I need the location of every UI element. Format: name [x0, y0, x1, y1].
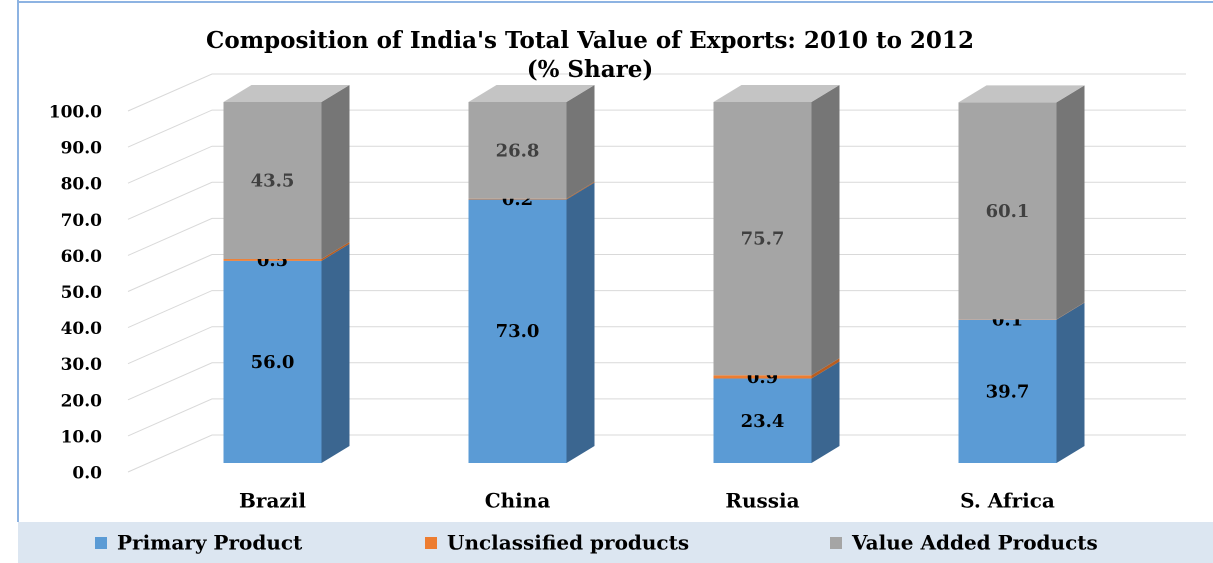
bar-top	[713, 85, 840, 102]
bar-side	[321, 242, 350, 261]
y-tick-label: 0.0	[72, 464, 102, 484]
y-tick-label: 100.0	[49, 103, 102, 123]
x-tick-label: Russia	[725, 489, 799, 513]
grid-line	[127, 398, 1186, 437]
bar-side	[1056, 302, 1085, 320]
grid-line	[127, 217, 1186, 256]
bar-side	[566, 85, 595, 199]
y-tick-label: 90.0	[61, 139, 103, 159]
bar-segment	[223, 259, 322, 261]
bar-side	[321, 243, 350, 463]
bar-segment	[468, 199, 567, 463]
bar-segment	[713, 102, 812, 376]
legend-swatch	[425, 537, 437, 549]
grid-line	[127, 109, 1186, 148]
grid-line	[127, 362, 1186, 401]
bar-segment	[223, 260, 322, 463]
grid-line	[127, 73, 1186, 112]
chart-title: Composition of India's Total Value of Ex…	[206, 27, 974, 83]
y-tick-label: 10.0	[61, 427, 103, 447]
y-tick-label: 30.0	[61, 355, 103, 375]
y-tick-label: 70.0	[61, 211, 103, 231]
value-label: 75.7	[741, 229, 785, 250]
y-tick-label: 20.0	[61, 391, 103, 411]
bar-side	[566, 181, 595, 200]
value-label: 43.5	[251, 171, 295, 192]
grid-line	[127, 326, 1186, 365]
value-label: 56.0	[251, 352, 295, 373]
grid-line	[127, 254, 1186, 292]
value-label: 39.7	[986, 381, 1030, 402]
value-label: 60.1	[986, 201, 1030, 222]
x-tick-label: China	[485, 489, 551, 513]
x-tick-label: Brazil	[239, 489, 306, 513]
bar-segment	[713, 378, 812, 463]
grid-line	[127, 290, 1186, 329]
y-tick-label: 60.0	[61, 247, 103, 267]
legend-swatch	[95, 537, 107, 549]
y-tick-label: 40.0	[61, 319, 103, 339]
bar-side	[1056, 302, 1085, 463]
bar-side	[566, 182, 595, 463]
legend-label: Unclassified products	[447, 531, 689, 555]
bar-segment	[468, 198, 567, 200]
grid-line	[127, 145, 1186, 184]
x-tick-label: S. Africa	[960, 489, 1055, 513]
bar-side	[811, 361, 840, 463]
bar-segment	[223, 102, 322, 260]
y-tick-label: 80.0	[61, 175, 103, 195]
value-label: 73.0	[496, 321, 540, 342]
bar-segment	[958, 102, 1057, 320]
bar-segment	[468, 102, 567, 199]
y-tick-label: 50.0	[61, 283, 103, 303]
bar-segment	[713, 375, 812, 379]
legend-label: Value Added Products	[851, 531, 1098, 555]
bar-side	[811, 85, 840, 376]
bar-segment	[958, 319, 1057, 463]
grid-line	[127, 181, 1186, 220]
value-label: 26.8	[496, 140, 540, 161]
bar-side	[811, 358, 840, 379]
bar-top	[958, 85, 1085, 103]
bar-side	[1056, 85, 1085, 320]
bar-side	[321, 85, 350, 260]
grid-line	[127, 434, 1186, 473]
bar-top	[468, 85, 595, 102]
legend-band	[18, 522, 1213, 563]
legend-label: Primary Product	[117, 531, 303, 555]
value-label: 23.4	[741, 411, 785, 432]
legend-swatch	[830, 537, 842, 549]
bar-top	[223, 85, 350, 102]
